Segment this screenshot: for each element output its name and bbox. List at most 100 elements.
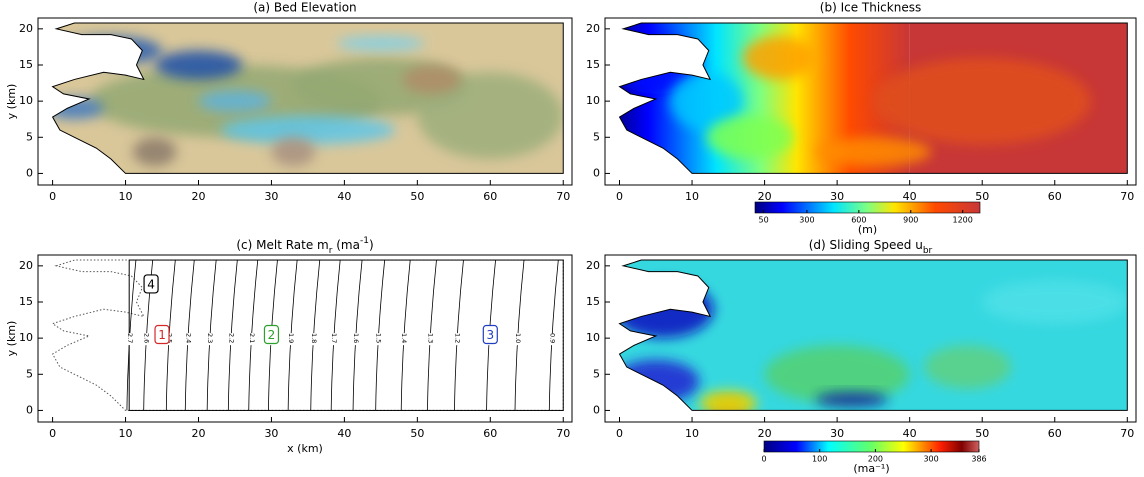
x-tick-label: 40 <box>337 190 351 203</box>
panel-title: (a) Bed Elevation <box>253 1 356 15</box>
y-tick-label: 0 <box>26 403 33 416</box>
contour-label: 1.9 <box>287 333 295 343</box>
y-tick-label: 20 <box>586 22 600 35</box>
x-tick-label: 40 <box>903 190 917 203</box>
field-blob <box>198 90 271 112</box>
field-blob <box>707 116 794 159</box>
field-blob <box>873 58 1091 145</box>
contour-label: 2.4 <box>184 333 192 343</box>
y-tick-label: 20 <box>19 259 33 272</box>
field-blob <box>743 36 816 79</box>
x-tick-label: 0 <box>616 427 623 440</box>
panel-title: (b) Ice Thickness <box>820 1 921 15</box>
field-blob <box>403 65 461 94</box>
contour-label: 2.6 <box>143 333 151 343</box>
colorbar-tick-label: 386 <box>971 455 986 464</box>
x-tick-label: 60 <box>483 427 497 440</box>
x-tick-label: 0 <box>49 427 56 440</box>
y-tick-label: 15 <box>586 58 600 71</box>
title-part: ) <box>369 238 374 252</box>
contour-label: 1.3 <box>426 333 434 343</box>
y-tick-label: 0 <box>593 403 600 416</box>
x-tick-label: 30 <box>830 427 844 440</box>
y-tick-label: 0 <box>26 166 33 179</box>
contour-label: 1.4 <box>400 333 408 343</box>
x-tick-label: 40 <box>337 427 351 440</box>
y-tick-label: 15 <box>19 295 33 308</box>
panel: 2.72.62.52.42.32.22.12.01.91.81.71.61.51… <box>5 236 572 456</box>
colorbar-tick-label: 50 <box>759 216 769 225</box>
colorbar <box>764 441 979 452</box>
y-tick-label: 5 <box>26 367 33 380</box>
x-tick-label: 50 <box>975 190 989 203</box>
x-tick-label: 60 <box>1048 190 1062 203</box>
field-blob <box>699 390 757 416</box>
colorbar-tick-label: 1200 <box>953 216 973 225</box>
contour-label: 1.8 <box>310 333 318 343</box>
field-blob <box>155 51 243 80</box>
x-tick-label: 60 <box>1048 427 1062 440</box>
y-tick-label: 10 <box>586 331 600 344</box>
field-blob <box>133 137 177 166</box>
x-tick-label: 0 <box>49 190 56 203</box>
title-part: -1 <box>360 236 369 246</box>
y-tick-label: 15 <box>586 295 600 308</box>
field-blob <box>815 392 888 406</box>
heatmap-field <box>612 18 1136 185</box>
x-tick-label: 50 <box>410 190 424 203</box>
colorbar-tick-label: 900 <box>903 216 918 225</box>
colorbar-tick-label: 100 <box>812 455 827 464</box>
figure: 01020304050607005101520(a) Bed Elevation… <box>0 0 1144 477</box>
y-tick-label: 5 <box>593 130 600 143</box>
field-blob <box>815 137 931 166</box>
field-blob <box>60 36 162 65</box>
marker-label: 4 <box>147 277 155 291</box>
x-tick-label: 20 <box>758 190 772 203</box>
contour-label: 2.1 <box>248 333 256 343</box>
panel-title: (d) Sliding Speed ubr <box>809 238 933 256</box>
field-blob <box>924 345 1011 388</box>
contour-label: 2.7 <box>126 333 134 343</box>
y-axis-label: y (km) <box>5 321 18 357</box>
marker-label: 2 <box>268 328 276 342</box>
x-tick-label: 0 <box>616 190 623 203</box>
y-tick-label: 0 <box>593 166 600 179</box>
x-tick-label: 10 <box>685 190 699 203</box>
contour-label: 1.0 <box>514 333 522 343</box>
panel-title: (c) Melt Rate mr (ma-1) <box>236 236 373 256</box>
heatmap-field <box>605 255 1136 422</box>
x-tick-label: 10 <box>119 427 133 440</box>
title-part: (c) Melt Rate m <box>236 238 328 252</box>
colorbar-tick-label: 0 <box>761 455 766 464</box>
x-tick-label: 70 <box>556 427 570 440</box>
y-tick-label: 10 <box>19 331 33 344</box>
x-tick-label: 70 <box>556 190 570 203</box>
marker-label: 3 <box>486 328 494 342</box>
heatmap-field <box>38 18 572 185</box>
contour-label: 2.3 <box>206 333 214 343</box>
x-tick-label: 10 <box>685 427 699 440</box>
field-blob <box>337 36 425 50</box>
y-axis-label: y (km) <box>5 84 18 120</box>
x-tick-label: 30 <box>264 190 278 203</box>
colorbar <box>755 202 980 213</box>
contour-label: 2.2 <box>227 333 235 343</box>
contour-label: 1.6 <box>352 333 360 343</box>
x-tick-label: 50 <box>975 427 989 440</box>
y-tick-label: 20 <box>19 22 33 35</box>
contour-label: 0.9 <box>548 333 556 343</box>
x-tick-label: 50 <box>410 427 424 440</box>
x-tick-label: 30 <box>264 427 278 440</box>
x-axis-label: x (km) <box>287 442 323 455</box>
colorbar-label: (m) <box>858 223 877 236</box>
x-tick-label: 40 <box>903 427 917 440</box>
contour-label: 1.5 <box>375 333 383 343</box>
field-blob <box>220 116 395 145</box>
domain <box>129 260 563 410</box>
x-tick-label: 20 <box>758 427 772 440</box>
field-blob <box>982 280 1127 323</box>
x-tick-label: 70 <box>1120 190 1134 203</box>
y-tick-label: 5 <box>26 130 33 143</box>
